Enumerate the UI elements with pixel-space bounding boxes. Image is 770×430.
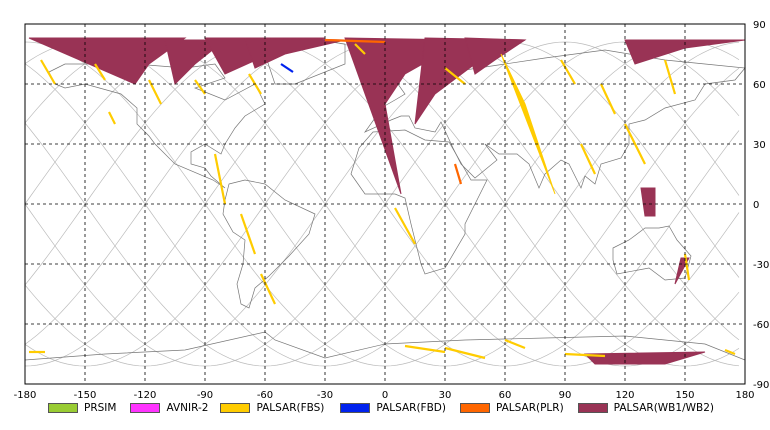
swath-palsar-fbs- [560, 59, 576, 85]
map-frame [24, 23, 746, 385]
swath-palsar-fbd- [280, 63, 294, 73]
x-tick-label: 120 [615, 390, 634, 401]
swath-palsar-wb1-wb2- [583, 351, 706, 365]
x-tick-label: -180 [14, 390, 37, 401]
x-tick-label: 0 [382, 390, 388, 401]
x-tick-label: 60 [499, 390, 512, 401]
y-tick-label: -60 [753, 320, 769, 331]
swath-palsar-fbs- [260, 273, 276, 305]
legend-item: PALSAR(PLR) [459, 402, 564, 414]
landmass-outline [612, 225, 692, 281]
swath-palsar-fbs- [600, 83, 616, 115]
swath-palsar-wb1-wb2- [640, 187, 656, 217]
legend-item: PALSAR(WB1/WB2) [577, 402, 714, 414]
legend-item: PRSIM [48, 402, 116, 414]
landmass-outline [222, 179, 316, 309]
x-tick-label: 30 [439, 390, 452, 401]
swath-palsar-fbs- [724, 348, 736, 356]
legend-item: PALSAR(FBD) [340, 402, 446, 414]
swath-palsar-wb1-wb2- [464, 37, 527, 75]
y-tick-label: 0 [753, 200, 759, 211]
x-tick-label: 180 [735, 390, 754, 401]
swath-palsar-wb1-wb2- [244, 37, 346, 69]
swath-palsar-fbs- [94, 63, 106, 81]
landmass-outline [350, 129, 488, 275]
swath-palsar-fbs- [683, 253, 691, 281]
legend-swatch [340, 403, 371, 413]
legend-label: PALSAR(FBD) [376, 402, 446, 414]
legend-item: PALSAR(FBS) [220, 402, 324, 414]
y-tick-label: 30 [753, 140, 766, 151]
y-tick-label: -90 [753, 380, 769, 391]
landmass-outline [48, 63, 266, 189]
y-tick-label: -30 [753, 260, 769, 271]
swath-palsar-plr- [324, 38, 386, 44]
swath-palsar-fbs- [580, 143, 596, 175]
x-tick-label: -150 [74, 390, 97, 401]
swath-palsar-wb1-wb2- [164, 39, 227, 85]
orbit-track [24, 41, 740, 367]
coverage-swaths [28, 37, 746, 365]
x-tick-label: -90 [197, 390, 213, 401]
legend-label: PALSAR(PLR) [495, 402, 564, 414]
swath-palsar-fbs- [444, 67, 466, 85]
swath-palsar-fbs- [500, 53, 556, 195]
swath-palsar-fbs- [444, 346, 486, 360]
swath-palsar-fbs- [239, 213, 257, 255]
swath-palsar-fbs- [213, 153, 227, 205]
legend-label: AVNIR-2 [166, 402, 209, 414]
swath-palsar-fbs- [40, 59, 56, 85]
legend-swatch [577, 403, 608, 413]
swath-palsar-fbs- [354, 43, 366, 55]
swath-palsar-fbs- [564, 352, 606, 358]
y-tick-label: 90 [753, 20, 766, 31]
swath-palsar-plr- [453, 163, 463, 185]
swath-palsar-fbs- [394, 207, 416, 245]
legend-item: AVNIR-2 [130, 402, 208, 414]
swath-palsar-fbs- [624, 123, 646, 165]
swath-palsar-fbs- [504, 338, 526, 350]
swath-palsar-wb1-wb2- [28, 37, 187, 85]
swath-palsar-fbs- [404, 344, 446, 354]
legend-swatch [459, 403, 490, 413]
legend-swatch [220, 403, 251, 413]
axis-ticks: -180 -150 -120 -90 -60 -30 0 30 60 90 120 150 180 90 6… [14, 20, 770, 401]
legend: PRSIM AVNIR-2 PALSAR(FBS) PALSAR(FBD) PALSAR… [48, 402, 714, 414]
legend-label: PALSAR(WB1/WB2) [613, 402, 714, 414]
swath-palsar-fbs- [194, 79, 206, 95]
legend-swatch [130, 403, 161, 413]
orbit-track [24, 41, 740, 367]
x-tick-label: -30 [317, 390, 333, 401]
x-tick-label: 150 [675, 390, 694, 401]
swath-palsar-fbs- [108, 111, 116, 125]
x-tick-label: -120 [134, 390, 157, 401]
lat-lon-grid [25, 24, 745, 384]
y-tick-label: 60 [753, 80, 766, 91]
x-tick-label: 90 [559, 390, 572, 401]
swath-palsar-fbs- [663, 59, 677, 95]
legend-label: PRSIM [84, 402, 117, 414]
legend-swatch [48, 403, 78, 413]
x-tick-label: -60 [257, 390, 273, 401]
legend-label: PALSAR(FBS) [256, 402, 325, 414]
